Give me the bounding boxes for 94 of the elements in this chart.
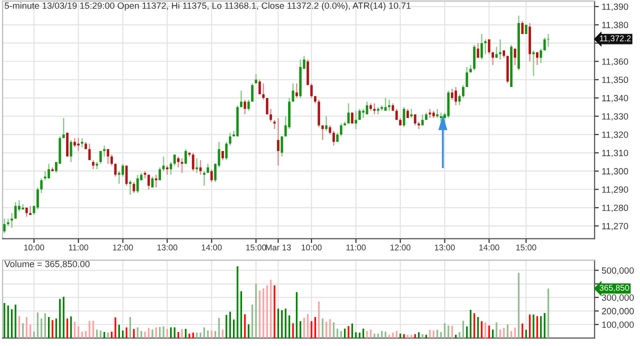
candlestick xyxy=(10,212,14,228)
x-tick-label: Mar 13 xyxy=(266,244,291,250)
candlestick xyxy=(325,116,328,132)
candlestick xyxy=(318,99,320,128)
candlestick xyxy=(276,117,280,166)
x-tick-label: 11:00 xyxy=(68,244,88,250)
candlestick xyxy=(44,170,46,181)
y-tick-label: 11,270 xyxy=(602,222,628,230)
candlestick xyxy=(473,44,476,72)
candlestick xyxy=(225,141,228,161)
candlestick xyxy=(66,132,69,158)
candlestick xyxy=(258,79,261,95)
candlestick xyxy=(540,48,542,64)
y-tick-label: 11,380 xyxy=(602,22,628,30)
chart-title: Volume = 365,850.00 xyxy=(4,260,90,268)
candlestick xyxy=(262,82,265,100)
chart-title: 5-minute 13/03/19 15:29:00 Open 11372, Hi 11375, Lo 11368.1, Close 11372.2 (0.0%), ATR(14) 10.71 xyxy=(4,2,411,11)
candlestick xyxy=(247,99,250,112)
candlestick xyxy=(48,163,50,180)
y-tick-label: 11,360 xyxy=(602,58,628,66)
candlestick xyxy=(358,108,361,121)
x-tick-label: 10:00 xyxy=(302,244,322,250)
candlestick xyxy=(210,168,213,183)
candlestick xyxy=(128,180,132,196)
candlestick xyxy=(521,20,524,35)
candlestick xyxy=(450,88,454,100)
candlestick xyxy=(340,122,342,137)
candlestick xyxy=(454,86,458,106)
candlestick xyxy=(73,138,76,148)
candlestick xyxy=(336,132,339,142)
candlestick xyxy=(92,159,94,170)
candlestick xyxy=(228,132,232,146)
y-tick-label: 11,350 xyxy=(602,76,628,84)
candlestick xyxy=(295,82,298,99)
candlestick xyxy=(62,117,65,139)
y-tick-label: 300,000 xyxy=(602,294,634,302)
x-tick-label: 12:00 xyxy=(113,244,133,250)
candlestick xyxy=(192,152,194,172)
candlestick xyxy=(29,205,32,216)
candlestick xyxy=(132,181,136,194)
candlestick xyxy=(488,38,490,55)
x-tick-label: 11:00 xyxy=(346,244,366,250)
candlestick xyxy=(321,124,324,141)
candlestick xyxy=(177,156,180,168)
candlestick xyxy=(184,148,187,164)
candlestick xyxy=(158,166,162,181)
candlestick xyxy=(77,138,80,152)
candlestick xyxy=(240,90,242,108)
y-tick-label: 11,280 xyxy=(602,204,628,212)
candlestick xyxy=(543,36,546,52)
candlestick xyxy=(3,218,6,234)
candlestick xyxy=(547,33,550,48)
y-tick-label: 11,310 xyxy=(602,150,628,158)
y-tick-label: 11,330 xyxy=(602,113,628,121)
candlestick xyxy=(492,52,494,66)
candlestick xyxy=(498,38,502,60)
candlestick xyxy=(136,174,139,194)
y-tick-label: 11,300 xyxy=(602,168,628,176)
candlestick xyxy=(354,110,358,130)
candlestick xyxy=(428,108,432,119)
candlestick xyxy=(447,90,450,119)
candlestick xyxy=(25,207,28,218)
candlestick xyxy=(306,58,310,86)
y-tick-label: 100,000 xyxy=(602,321,634,329)
candlestick xyxy=(173,154,176,166)
candlestick xyxy=(280,136,284,158)
candlestick xyxy=(362,108,365,119)
x-tick-label: 13:00 xyxy=(434,244,455,250)
candlestick xyxy=(332,130,335,146)
y-tick-label: 500,000 xyxy=(602,267,634,275)
candlestick xyxy=(196,158,198,174)
candlestick xyxy=(122,163,124,178)
y-tick-label: 11,390 xyxy=(602,3,628,11)
x-tick-label: 12:00 xyxy=(390,244,410,250)
y-tick-label: 11,320 xyxy=(602,131,628,139)
x-tick-label: 14:00 xyxy=(479,244,500,250)
candlestick xyxy=(536,52,538,66)
text: 365,850 xyxy=(600,284,630,292)
text: 11,372.2 xyxy=(600,35,631,42)
y-tick-label: 11,290 xyxy=(602,186,628,194)
y-tick-label: 11,340 xyxy=(602,94,628,102)
y-tick-label: 200,000 xyxy=(602,308,634,316)
x-tick-label: 14:00 xyxy=(202,244,222,250)
x-tick-label: 10:00 xyxy=(24,244,44,250)
candlestick xyxy=(170,161,172,176)
candlestick xyxy=(147,174,150,190)
x-tick-label: 15:00 xyxy=(246,244,266,250)
candlestick xyxy=(166,164,168,176)
candlestick xyxy=(480,33,483,60)
candlestick xyxy=(395,108,398,121)
x-tick-label: 15:00 xyxy=(516,244,536,250)
candlestick xyxy=(244,99,246,116)
candlestick xyxy=(251,82,254,102)
x-tick-label: 13:00 xyxy=(157,244,178,250)
